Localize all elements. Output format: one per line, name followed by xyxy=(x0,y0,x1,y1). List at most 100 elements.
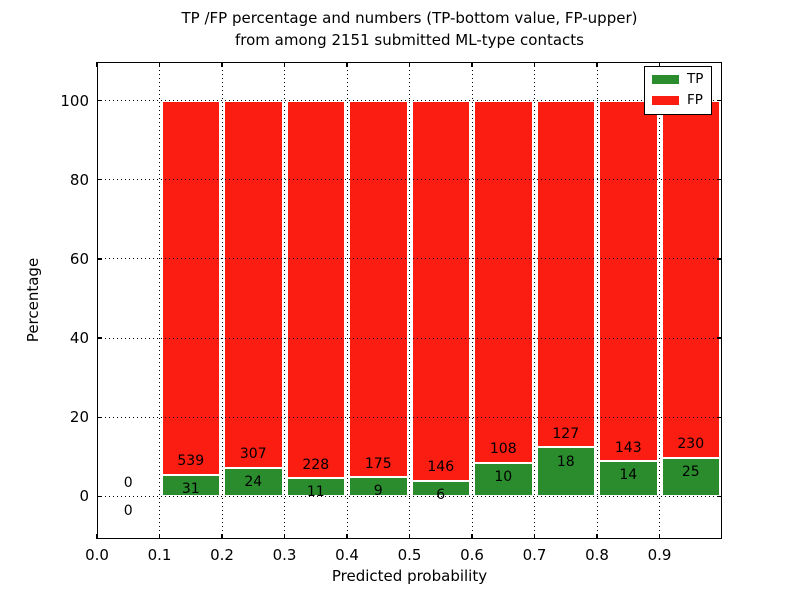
x-axis-tick-top xyxy=(158,62,161,67)
tp-count-label: 10 xyxy=(494,469,513,486)
gridline-v xyxy=(159,62,160,539)
legend-swatch-fp xyxy=(652,96,679,105)
fp-bar-segment xyxy=(474,100,533,463)
x-tick-label: 0.4 xyxy=(335,546,359,564)
tp-count-label: 24 xyxy=(244,473,263,490)
y-axis-tick-right xyxy=(717,337,722,339)
x-axis-label: Predicted probability xyxy=(331,567,488,585)
fp-count-label: 230 xyxy=(677,436,705,453)
fp-count-label: 175 xyxy=(364,455,392,472)
x-axis-tick-top xyxy=(596,62,598,67)
y-axis-tick-right xyxy=(717,416,722,418)
gridline-v xyxy=(221,62,223,539)
y-axis-label: Percentage xyxy=(24,257,42,343)
x-axis-tick-top xyxy=(283,62,286,67)
x-axis-tick-top xyxy=(471,62,473,67)
fp-count-label: 143 xyxy=(614,439,642,456)
tp-bar-segment xyxy=(661,457,720,497)
gridline-v xyxy=(534,62,535,539)
fp-count-label: 108 xyxy=(489,441,517,458)
x-tick-label: 0.2 xyxy=(210,546,234,564)
x-axis-tick xyxy=(471,534,473,539)
y-axis-tick-right xyxy=(717,99,722,102)
x-tick-label: 0.9 xyxy=(647,546,672,564)
fp-count-label: 146 xyxy=(427,459,455,476)
x-axis-tick-top xyxy=(346,62,348,67)
x-tick-label: 0.5 xyxy=(397,546,422,564)
fp-bar-segment xyxy=(411,100,470,481)
y-axis-tick xyxy=(97,337,102,339)
y-axis-tick-right xyxy=(717,495,722,498)
legend-row-tp: TP xyxy=(652,72,703,87)
gridline-v xyxy=(346,62,348,539)
tp-bar-segment xyxy=(536,447,595,497)
tp-count-label: 31 xyxy=(181,481,200,498)
tp-count-label: 14 xyxy=(619,467,638,484)
plot-area: 0 0 539 31 307 24 228 11 175 9 146 6 108 10 127 18 143 14… xyxy=(96,62,722,539)
legend-label-tp: TP xyxy=(687,71,704,87)
tp-count-label: 25 xyxy=(681,463,700,480)
y-axis-tick xyxy=(97,416,102,418)
legend-label-fp: FP xyxy=(687,92,703,108)
y-tick-label: 60 xyxy=(69,249,89,268)
tp-bar-segment xyxy=(286,478,345,497)
gridline-v xyxy=(409,62,410,539)
y-axis-tick-right xyxy=(717,179,722,181)
y-axis-tick xyxy=(97,495,102,498)
x-axis-tick xyxy=(533,534,536,539)
x-axis-tick-top xyxy=(221,62,223,67)
x-axis-tick-top xyxy=(408,62,411,67)
x-tick-label: 0.3 xyxy=(272,546,297,564)
fp-bar-segment xyxy=(661,100,720,458)
fp-bar-segment xyxy=(224,100,283,468)
y-tick-label: 100 xyxy=(60,91,89,110)
x-axis-tick xyxy=(408,534,411,539)
tp-bar-segment xyxy=(474,462,533,497)
fp-bar-segment xyxy=(599,100,658,462)
fp-count-label: 127 xyxy=(552,425,580,442)
y-axis-tick xyxy=(97,258,102,260)
x-axis-tick xyxy=(221,534,223,539)
gridline-v xyxy=(659,62,660,539)
tp-bar-segment xyxy=(349,477,408,497)
x-axis-tick xyxy=(596,534,598,539)
x-axis-tick xyxy=(658,534,661,539)
fp-count-label: 539 xyxy=(177,453,205,470)
x-tick-label: 0.8 xyxy=(585,546,609,564)
chart-title-line2: from among 2151 submitted ML-type contac… xyxy=(235,31,584,49)
tp-count-label: 9 xyxy=(373,483,383,500)
fp-count-label: 228 xyxy=(302,456,330,473)
x-axis-tick xyxy=(96,534,98,539)
tp-count-label: 18 xyxy=(556,453,575,470)
y-axis-tick xyxy=(97,99,102,102)
tp-count-label: 6 xyxy=(436,487,446,504)
fp-count-label: 0 xyxy=(123,474,133,491)
x-tick-label: 0.1 xyxy=(147,546,172,564)
legend: TP FP xyxy=(644,66,713,115)
y-tick-label: 40 xyxy=(69,329,89,348)
x-tick-label: 0.7 xyxy=(522,546,547,564)
y-tick-label: 0 xyxy=(79,487,89,506)
fp-count-label: 307 xyxy=(239,446,267,463)
x-axis-tick-top xyxy=(96,62,98,67)
fp-bar-segment xyxy=(161,100,220,475)
x-tick-label: 0.6 xyxy=(460,546,484,564)
fp-bar-segment xyxy=(536,100,595,448)
tp-count-label: 0 xyxy=(123,502,133,519)
fp-bar-segment xyxy=(349,100,408,478)
tp-count-label: 11 xyxy=(306,484,325,501)
chart-title: TP /FP percentage and numbers (TP-bottom… xyxy=(97,7,722,51)
fp-bar-segment xyxy=(286,100,345,479)
y-axis-tick xyxy=(97,179,102,181)
legend-swatch-tp xyxy=(652,75,679,84)
chart-title-line1: TP /FP percentage and numbers (TP-bottom… xyxy=(181,9,638,27)
y-tick-label: 20 xyxy=(69,408,89,427)
legend-row-fp: FP xyxy=(652,93,703,108)
gridline-v xyxy=(284,62,285,539)
x-axis-tick xyxy=(346,534,348,539)
y-axis-tick-right xyxy=(717,258,722,260)
tp-bar-segment xyxy=(224,467,283,497)
x-axis-tick-top xyxy=(533,62,536,67)
x-axis-tick xyxy=(158,534,161,539)
